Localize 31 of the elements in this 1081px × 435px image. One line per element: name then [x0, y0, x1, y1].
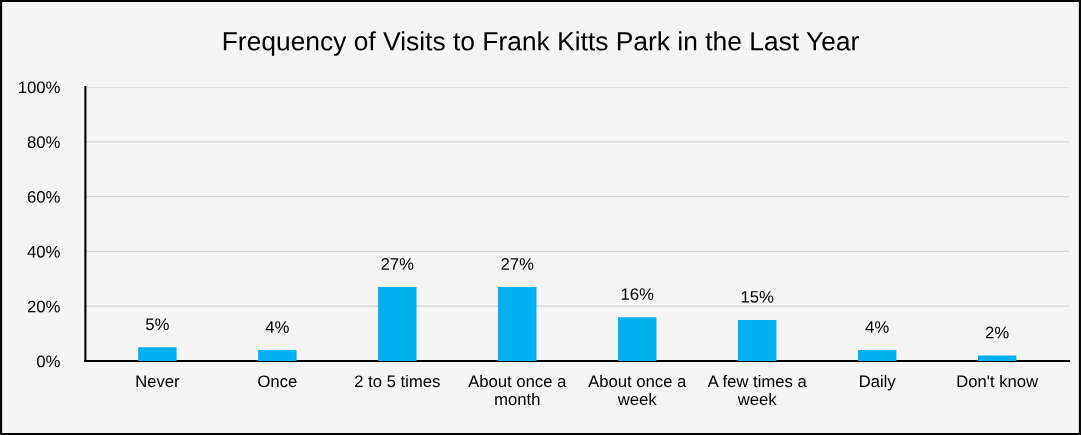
bar	[138, 347, 177, 362]
bar	[258, 350, 297, 362]
x-tick-label: Don't know	[957, 374, 1039, 388]
y-tick-label: 80%	[27, 136, 60, 149]
data-label: 4%	[865, 321, 889, 333]
x-tick-label: About once a week	[588, 374, 687, 406]
x-tick-label: Daily	[860, 374, 896, 391]
bar	[738, 319, 777, 362]
x-tick-label: About once a month	[468, 374, 567, 406]
data-label: 2%	[985, 326, 1009, 339]
y-tick-label: 40%	[27, 245, 60, 258]
x-tick-label: Once	[258, 375, 297, 388]
data-label: 16%	[621, 288, 654, 301]
y-tick-label: 0%	[36, 355, 60, 368]
x-tick-label: 2 to 5 times	[355, 374, 440, 388]
y-tick-label: 60%	[27, 191, 60, 203]
data-label: 27%	[501, 258, 534, 270]
data-label: 5%	[146, 318, 169, 331]
x-tick-label: Never	[136, 375, 180, 388]
bar	[977, 355, 1017, 362]
y-tick-label: 100%	[19, 81, 60, 94]
data-label: 15%	[741, 291, 774, 303]
bar	[618, 317, 657, 362]
bar	[498, 287, 537, 362]
bar	[857, 350, 897, 362]
bar	[378, 287, 417, 362]
chart-title: Frequency of Visits to Frank Kitts Park in the Last Year	[223, 31, 859, 56]
data-label: 27%	[381, 258, 414, 270]
data-label: 4%	[265, 321, 289, 333]
y-tick-label: 20%	[27, 300, 60, 313]
x-tick-label: A few times a week	[707, 374, 807, 406]
